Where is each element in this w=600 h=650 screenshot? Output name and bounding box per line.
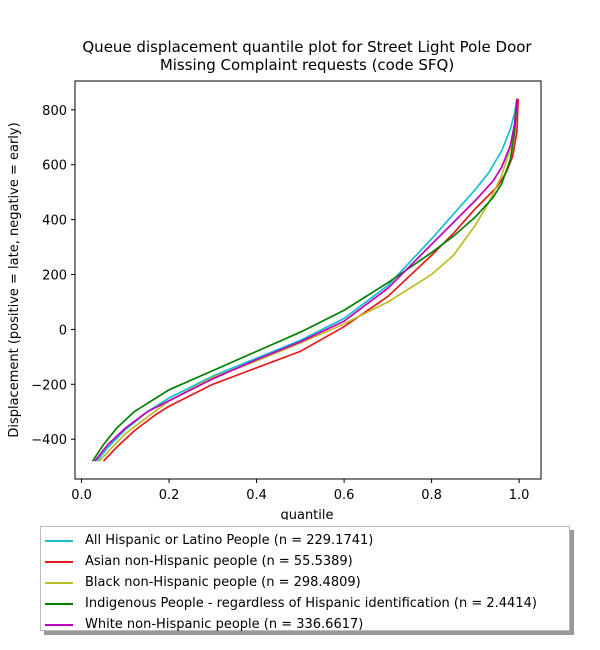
x-tick-label: 0.0	[71, 488, 92, 503]
legend-label: White non-Hispanic people (n = 336.6617)	[85, 617, 364, 632]
y-tick-label: 0	[59, 323, 67, 338]
legend-swatch	[45, 581, 73, 584]
legend-item-4: Indigenous People - regardless of Hispan…	[45, 593, 569, 614]
series-line-3	[98, 98, 518, 462]
legend-label: All Hispanic or Latino People (n = 229.1…	[85, 533, 374, 548]
legend-swatch	[45, 539, 73, 542]
y-tick-label: −400	[31, 433, 67, 448]
x-tick-label: 1.0	[509, 488, 530, 503]
y-axis: −400 −200 0 200 400 600 800	[31, 104, 75, 448]
series-line-2	[102, 98, 520, 462]
legend-swatch	[45, 623, 73, 626]
legend-label: Asian non-Hispanic people (n = 55.5389)	[85, 554, 353, 569]
chart-title: Queue displacement quantile plot for Str…	[82, 38, 532, 74]
chart-canvas: Queue displacement quantile plot for Str…	[7, 38, 542, 520]
plot-area	[74, 80, 542, 480]
x-axis: 0.0 0.2 0.4 0.6 0.8 1.0	[71, 479, 529, 503]
x-tick-label: 0.8	[421, 488, 442, 503]
x-tick-label: 0.2	[159, 488, 180, 503]
y-axis-label: Displacement (positive = late, negative …	[7, 122, 22, 437]
legend-item-1: All Hispanic or Latino People (n = 229.1…	[45, 530, 569, 551]
legend-swatch	[45, 560, 73, 563]
series-line-5	[94, 98, 518, 462]
y-tick-label: 400	[42, 214, 67, 229]
x-tick-label: 0.4	[246, 488, 267, 503]
legend-item-2: Asian non-Hispanic people (n = 55.5389)	[45, 551, 569, 572]
series-line-4	[91, 98, 518, 462]
plot-frame	[74, 80, 542, 480]
x-axis-label: quantile	[280, 508, 333, 520]
y-tick-label: 200	[42, 269, 67, 284]
x-tick-label: 0.6	[334, 488, 355, 503]
y-tick-label: −200	[31, 378, 67, 393]
legend-item-3: Black non-Hispanic people (n = 298.4809)	[45, 572, 569, 593]
y-tick-label: 800	[42, 104, 67, 119]
legend-label: Black non-Hispanic people (n = 298.4809)	[85, 575, 361, 590]
y-tick-label: 600	[42, 159, 67, 174]
legend-label: Indigenous People - regardless of Hispan…	[85, 596, 537, 611]
legend-item-5: White non-Hispanic people (n = 336.6617)	[45, 614, 569, 635]
legend: All Hispanic or Latino People (n = 229.1…	[40, 526, 570, 632]
legend-swatch	[45, 602, 73, 605]
